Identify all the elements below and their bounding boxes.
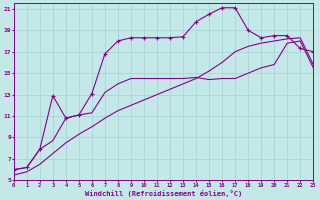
X-axis label: Windchill (Refroidissement éolien,°C): Windchill (Refroidissement éolien,°C) — [85, 190, 242, 197]
